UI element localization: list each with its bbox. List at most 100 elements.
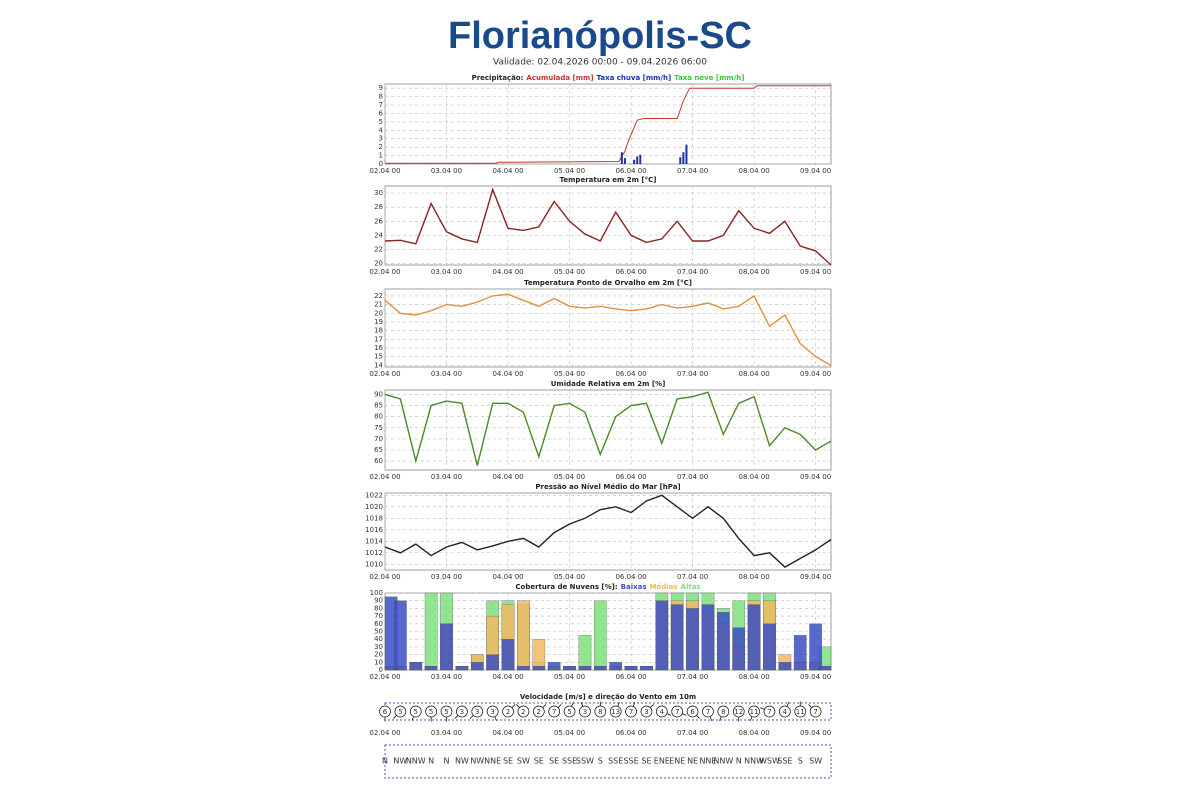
y-tick-label: 9 <box>379 84 383 92</box>
wind-circle <box>671 705 684 718</box>
rain-bar <box>639 154 642 164</box>
y-tick-label: 65 <box>374 446 383 454</box>
x-tick-label: 06.04 00 <box>615 268 646 276</box>
y-tick-label: 80 <box>374 413 383 421</box>
cloud-bar <box>532 639 546 671</box>
panel-title-text: Temperatura Ponto de Orvalho em 2m [°C] <box>524 279 692 287</box>
wind-direction: SW <box>809 757 822 766</box>
cloud-bar <box>563 666 576 671</box>
y-tick-label: 1014 <box>365 537 383 545</box>
x-tick-label: 03.04 00 <box>431 673 462 681</box>
wind-direction: N <box>382 757 388 766</box>
wind-speed: 6 <box>690 708 695 716</box>
cloud-bar <box>793 635 807 671</box>
x-tick-label: 04.04 00 <box>492 268 523 276</box>
wind-speed: 7 <box>767 708 771 716</box>
cloud-bar <box>547 662 561 671</box>
wind-direction: SE <box>641 757 651 766</box>
cloud-bar <box>440 623 453 671</box>
wind-direction: SE <box>503 757 513 766</box>
wind-direction: S <box>598 757 603 766</box>
wind-direction: SSW <box>576 757 594 766</box>
x-tick-label: 06.04 00 <box>615 473 646 481</box>
panel-title-text: Temperatura em 2m [°C] <box>560 176 657 184</box>
x-tick-label: 08.04 00 <box>739 370 770 378</box>
panel-title: Pressão ao Nível Médio do Mar [hPa] <box>535 483 680 491</box>
wind-speed: 3 <box>475 708 479 716</box>
wind-circle <box>640 705 653 718</box>
wind-direction: NE <box>687 757 698 766</box>
plot-frame <box>384 389 832 471</box>
panel-title: Precipitação: Acumulada [mm] Taxa chuva [m… <box>472 74 745 82</box>
wind-speed: 7 <box>552 708 556 716</box>
legend-entry: Baixas <box>621 583 647 591</box>
panel-title-text: Cobertura de Nuvens [%]: <box>515 583 617 591</box>
x-tick-label: 04.04 00 <box>492 573 523 581</box>
cloud-bar <box>640 666 653 671</box>
legend-entry: Altas <box>681 583 701 591</box>
wind-speed: 3 <box>460 708 464 716</box>
cloud-bar <box>818 666 832 671</box>
plot-frame <box>384 288 832 368</box>
y-tick-label: 1010 <box>365 560 383 568</box>
x-tick-label: 05.04 00 <box>554 673 585 681</box>
cloud-bar <box>763 623 776 671</box>
cloud-bar <box>517 666 530 671</box>
wind-direction: NW <box>470 757 484 766</box>
y-tick-label: 20 <box>374 651 383 659</box>
cloud-bar <box>778 662 792 671</box>
wind-circle <box>456 705 468 718</box>
panel-title: Temperatura Ponto de Orvalho em 2m [°C] <box>524 279 692 287</box>
y-tick-label: 0 <box>379 666 383 674</box>
x-tick-label: 07.04 00 <box>677 673 708 681</box>
wind-circle <box>425 705 437 718</box>
y-tick-label: 19 <box>374 318 383 326</box>
wind-circle <box>517 705 530 718</box>
wind-speed: 7 <box>706 708 710 716</box>
plot-frame <box>384 83 832 165</box>
x-tick-label: 06.04 00 <box>615 573 646 581</box>
y-tick-label: 17 <box>374 335 383 343</box>
cloud-bar <box>732 627 746 671</box>
y-tick-label: 14 <box>374 361 383 369</box>
wind-circle <box>502 705 514 718</box>
cloud-bar <box>717 612 730 671</box>
wind-circle <box>532 705 545 718</box>
wind-speed: 7 <box>629 708 633 716</box>
rain-bar <box>636 156 639 164</box>
y-tick-label: 100 <box>370 589 383 597</box>
x-tick-label: 07.04 00 <box>677 167 708 175</box>
wind-direction: SSE <box>623 757 638 766</box>
wind-direction: ENE <box>654 757 670 766</box>
cloud-bar <box>594 600 607 671</box>
wind-speed: 4 <box>783 708 788 716</box>
wind-speed: 3 <box>644 708 648 716</box>
cloud-bar <box>624 666 638 671</box>
x-tick-label: 06.04 00 <box>615 673 646 681</box>
wind-direction: ENE <box>669 757 685 766</box>
y-tick-label: 30 <box>374 643 383 651</box>
panel-title: Temperatura em 2m [°C] <box>560 176 657 184</box>
legend-entry: Taxa neve [mm/h] <box>674 74 744 82</box>
legend-entry: Acumulada [mm] <box>526 74 593 82</box>
y-tick-label: 3 <box>379 135 383 143</box>
wind-speed: 6 <box>383 708 388 716</box>
cloud-bar <box>686 608 699 671</box>
x-tick-label: 09.04 00 <box>800 473 831 481</box>
x-tick-label: 07.04 00 <box>677 729 708 737</box>
x-tick-label: 06.04 00 <box>615 370 646 378</box>
y-tick-label: 15 <box>374 353 383 361</box>
y-tick-label: 85 <box>374 402 383 410</box>
x-tick-label: 03.04 00 <box>431 167 462 175</box>
x-tick-label: 02.04 00 <box>369 268 400 276</box>
y-tick-label: 4 <box>379 126 384 134</box>
x-tick-label: 09.04 00 <box>800 573 831 581</box>
cloud-bar <box>424 666 438 671</box>
wind-direction: N <box>736 757 742 766</box>
cloud-bar <box>470 662 484 671</box>
y-tick-label: 7 <box>379 101 383 109</box>
wind-circle <box>394 705 407 718</box>
y-tick-label: 20 <box>374 260 383 268</box>
cloud-bar <box>655 600 669 671</box>
